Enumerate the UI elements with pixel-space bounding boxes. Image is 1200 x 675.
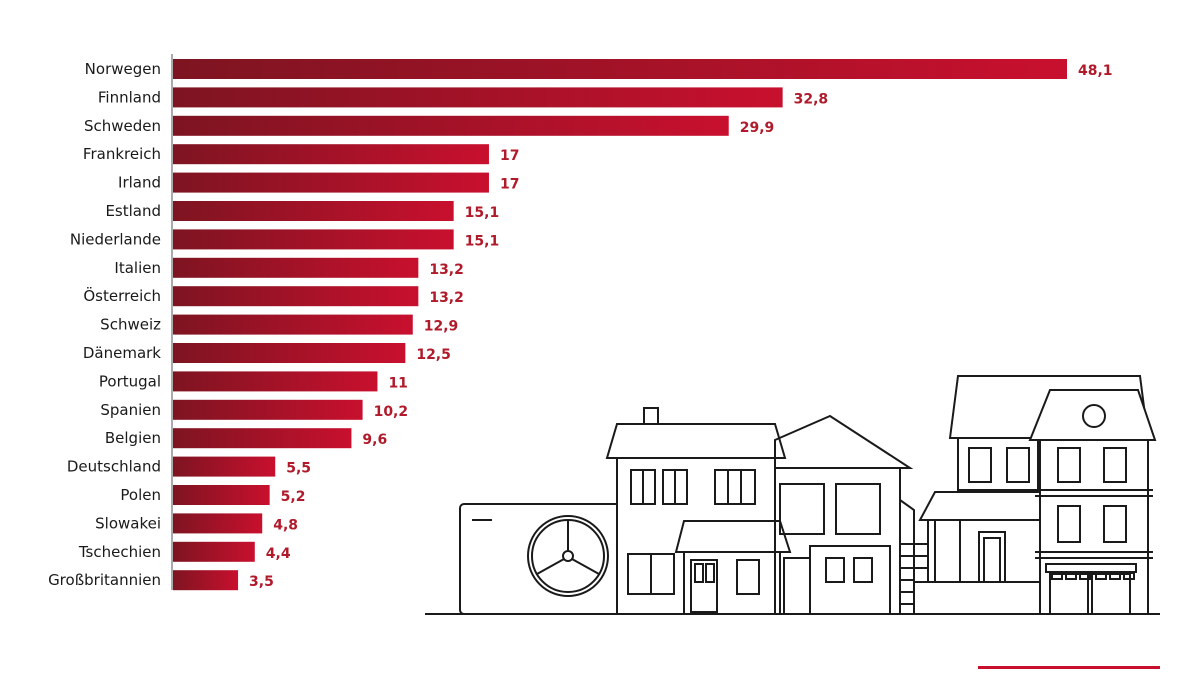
bar-13 — [173, 428, 352, 449]
category-label-15: Polen — [120, 486, 161, 504]
bar-8 — [173, 286, 419, 307]
value-label-5: 15,1 — [465, 205, 500, 221]
category-label-18: Großbritannien — [48, 571, 161, 589]
bar-7 — [173, 257, 419, 278]
bar-1 — [173, 87, 783, 108]
category-label-6: Niederlande — [70, 230, 161, 248]
bar-5 — [173, 201, 454, 221]
value-label-11: 11 — [388, 375, 407, 391]
value-label-12: 10,2 — [374, 404, 409, 420]
category-label-5: Estland — [105, 202, 161, 220]
value-label-10: 12,5 — [416, 347, 451, 363]
category-label-9: Schweiz — [100, 316, 161, 334]
value-label-2: 29,9 — [740, 120, 775, 136]
bar-0 — [173, 59, 1067, 79]
value-label-0: 48,1 — [1078, 63, 1113, 79]
value-label-18: 3,5 — [249, 574, 274, 590]
category-label-16: Slowakei — [95, 514, 161, 532]
category-label-2: Schweden — [84, 117, 161, 135]
houses-with-heat-pump-icon — [425, 375, 1160, 615]
bar-14 — [173, 456, 276, 477]
category-label-17: Tschechien — [78, 543, 161, 561]
value-label-8: 13,2 — [429, 290, 464, 306]
category-labels: Norwegen Finnland Schweden Frankreich Irland… — [48, 60, 161, 589]
category-label-8: Österreich — [83, 286, 161, 305]
bar-11 — [173, 371, 378, 392]
bar-6 — [173, 229, 454, 250]
bar-4 — [173, 172, 489, 193]
value-label-4: 17 — [500, 177, 519, 193]
bar-12 — [173, 399, 363, 420]
value-label-15: 5,2 — [281, 489, 306, 505]
category-label-3: Frankreich — [83, 145, 161, 163]
category-label-13: Belgien — [105, 429, 161, 447]
value-label-1: 32,8 — [794, 91, 829, 107]
bar-16 — [173, 513, 263, 534]
value-label-13: 9,6 — [362, 432, 387, 448]
value-label-16: 4,8 — [273, 517, 298, 533]
category-label-14: Deutschland — [67, 458, 161, 476]
bar-9 — [173, 314, 413, 335]
bar-18 — [173, 570, 239, 591]
category-label-1: Finnland — [98, 88, 161, 106]
value-label-14: 5,5 — [286, 461, 311, 477]
bar-15 — [173, 485, 270, 505]
value-label-17: 4,4 — [266, 546, 291, 562]
category-label-7: Italien — [114, 259, 161, 277]
bars-group — [173, 59, 1067, 591]
value-label-3: 17 — [500, 148, 519, 164]
brand-bar — [978, 666, 1160, 669]
category-label-12: Spanien — [100, 401, 161, 419]
category-label-4: Irland — [118, 174, 161, 192]
value-label-9: 12,9 — [424, 319, 459, 335]
category-label-11: Portugal — [99, 372, 161, 390]
bar-17 — [173, 541, 255, 562]
bar-2 — [173, 115, 729, 136]
bar-10 — [173, 343, 406, 363]
category-label-10: Dänemark — [83, 344, 161, 362]
value-label-6: 15,1 — [465, 233, 500, 249]
value-label-7: 13,2 — [429, 262, 464, 278]
category-label-0: Norwegen — [85, 60, 161, 78]
value-labels: 48,132,829,9171715,115,113,213,212,912,5… — [249, 63, 1112, 590]
bar-3 — [173, 144, 489, 165]
